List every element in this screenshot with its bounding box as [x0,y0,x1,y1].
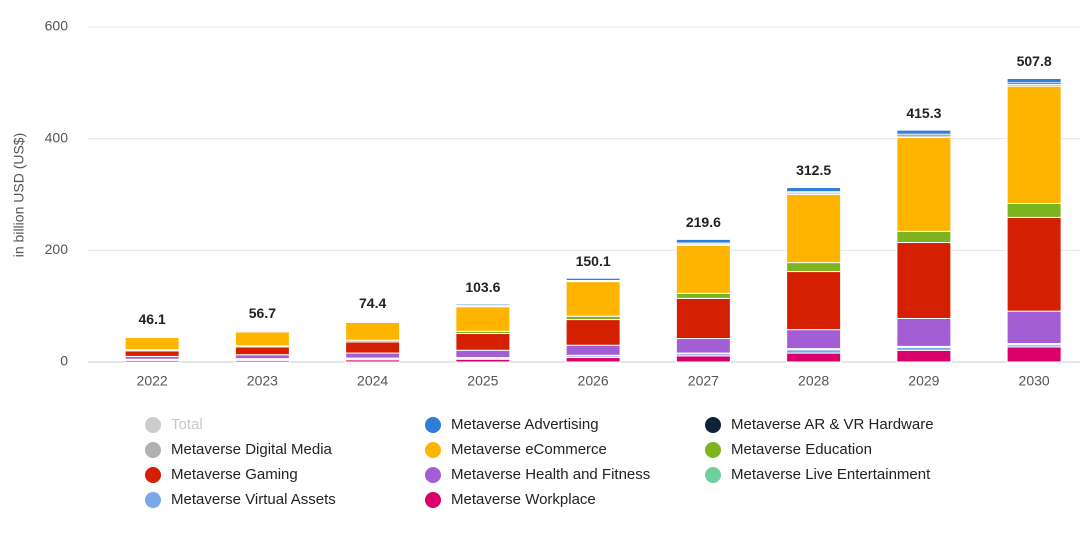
bar-segment [566,278,620,280]
bar-segment [346,322,400,340]
x-tick-label: 2030 [1019,373,1050,389]
bar-segment [125,337,179,349]
bar-segment [787,263,841,272]
bar-segment [897,243,951,319]
bar-segment [1007,86,1061,203]
x-tick-label: 2026 [578,373,609,389]
bar-segment [787,195,841,263]
bar-segment [676,245,730,293]
total-label: 103.6 [465,279,500,295]
legend-label: Metaverse Digital Media [171,441,333,458]
bar-segment [897,130,951,134]
bar-segment [787,272,841,330]
y-tick-label: 0 [60,353,68,369]
bar-segment [456,334,510,351]
bar-segment [566,316,620,319]
bar-segment [235,332,289,346]
x-tick-label: 2029 [908,373,939,389]
legend-marker [145,417,161,433]
bar-segment [456,304,510,305]
bar-segment [235,347,289,355]
bar-segment [566,358,620,362]
legend-marker [145,467,161,483]
total-label: 219.6 [686,214,721,230]
bar-segment [566,320,620,346]
bar-segment [1007,78,1061,82]
x-tick-label: 2023 [247,373,278,389]
bar-segment [676,239,730,243]
total-label: 56.7 [249,305,276,321]
bar-segment [787,330,841,349]
legend-marker [425,467,441,483]
legend-marker [425,492,441,508]
bar-segment [897,318,951,346]
bar-segment [1007,311,1061,343]
bar-segment [566,345,620,355]
bar-segment [346,353,400,358]
total-label: 150.1 [576,253,611,269]
bar-segment [787,353,841,362]
bar-segment [456,350,510,357]
bar-segment [1007,203,1061,217]
legend-label: Metaverse Workplace [451,491,596,508]
y-tick-label: 400 [45,129,69,145]
legend-marker [145,492,161,508]
legend-label: Metaverse Live Entertainment [731,466,931,483]
bar-segment [897,138,951,232]
legend-marker [705,442,721,458]
legend-label: Metaverse eCommerce [451,441,607,458]
total-label: 507.8 [1017,53,1052,69]
bar-segment [346,320,400,321]
bar-segment [676,293,730,298]
bar-segment [897,231,951,242]
bar-segment [787,188,841,192]
bar-segment [676,339,730,354]
y-tick-label: 600 [45,18,69,34]
legend-label: Metaverse Advertising [451,416,599,433]
bar-segment [235,330,289,331]
legend-marker [425,442,441,458]
legend-marker [425,417,441,433]
total-label: 46.1 [139,311,166,327]
legend-label: Metaverse Health and Fitness [451,466,650,483]
legend-marker [145,442,161,458]
x-tick-label: 2028 [798,373,829,389]
x-tick-label: 2025 [467,373,498,389]
y-axis-label: in billion USD (US$) [11,133,27,257]
bar-segment [566,282,620,317]
legend-label: Metaverse Gaming [171,466,298,483]
bar-segment [676,298,730,338]
bar-segment [235,355,289,359]
x-tick-label: 2027 [688,373,719,389]
x-tick-label: 2024 [357,373,388,389]
x-tick-label: 2022 [137,373,168,389]
bar-segment [456,307,510,332]
legend-label: Metaverse Virtual Assets [171,491,336,508]
legend-label: Metaverse Education [731,441,872,458]
total-label: 74.4 [359,295,386,311]
bar-segment [1007,217,1061,311]
legend-marker [705,467,721,483]
bar-segment [1007,347,1061,362]
total-label: 415.3 [906,105,941,121]
legend-label: Total [171,416,203,433]
bar-segment [346,342,400,353]
bar-segment [125,351,179,357]
bar-segment [676,356,730,362]
legend-label: Metaverse AR & VR Hardware [731,416,934,433]
y-tick-label: 200 [45,241,69,257]
bar-segment [897,350,951,362]
legend-marker [705,417,721,433]
bar-segment [787,350,841,353]
total-label: 312.5 [796,162,831,178]
